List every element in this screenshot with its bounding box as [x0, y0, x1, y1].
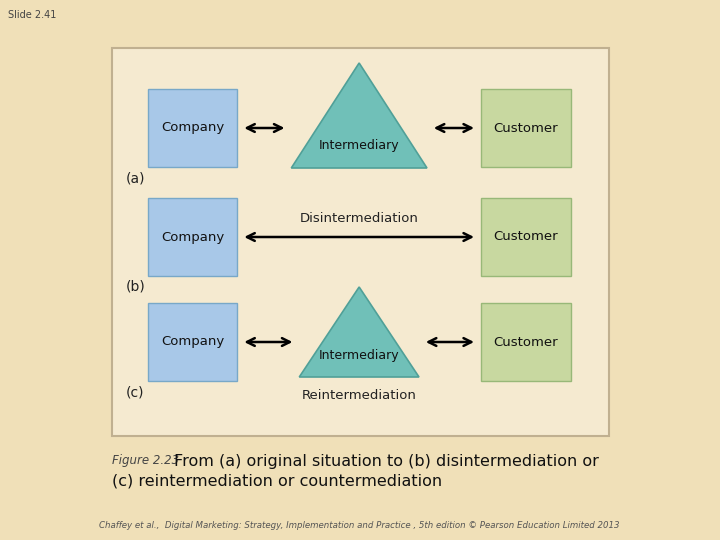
Bar — [148, 303, 238, 381]
Bar — [148, 89, 238, 167]
Text: Intermediary: Intermediary — [319, 139, 400, 152]
Text: Disintermediation: Disintermediation — [300, 213, 418, 226]
Text: From (a) original situation to (b) disintermediation or: From (a) original situation to (b) disin… — [174, 454, 598, 469]
Text: Reintermediation: Reintermediation — [302, 389, 417, 402]
Bar — [481, 198, 571, 276]
Text: Intermediary: Intermediary — [319, 348, 400, 361]
Bar — [112, 48, 608, 436]
Bar — [481, 89, 571, 167]
Text: (c): (c) — [126, 385, 144, 399]
Text: (b): (b) — [126, 280, 145, 294]
Text: Company: Company — [161, 231, 224, 244]
Polygon shape — [300, 287, 419, 377]
Text: Customer: Customer — [493, 231, 558, 244]
Text: Company: Company — [161, 335, 224, 348]
Polygon shape — [292, 63, 427, 168]
Text: (a): (a) — [126, 171, 145, 185]
Text: (c) reintermediation or countermediation: (c) reintermediation or countermediation — [112, 473, 442, 488]
Text: Customer: Customer — [493, 122, 558, 134]
Bar — [481, 303, 571, 381]
Text: Customer: Customer — [493, 335, 558, 348]
Text: Slide 2.41: Slide 2.41 — [8, 10, 56, 20]
Bar — [148, 198, 238, 276]
Text: Company: Company — [161, 122, 224, 134]
Text: Figure 2.23: Figure 2.23 — [112, 454, 179, 467]
Text: Chaffey et al.,  Digital Marketing: Strategy, Implementation and Practice , 5th : Chaffey et al., Digital Marketing: Strat… — [99, 521, 619, 530]
